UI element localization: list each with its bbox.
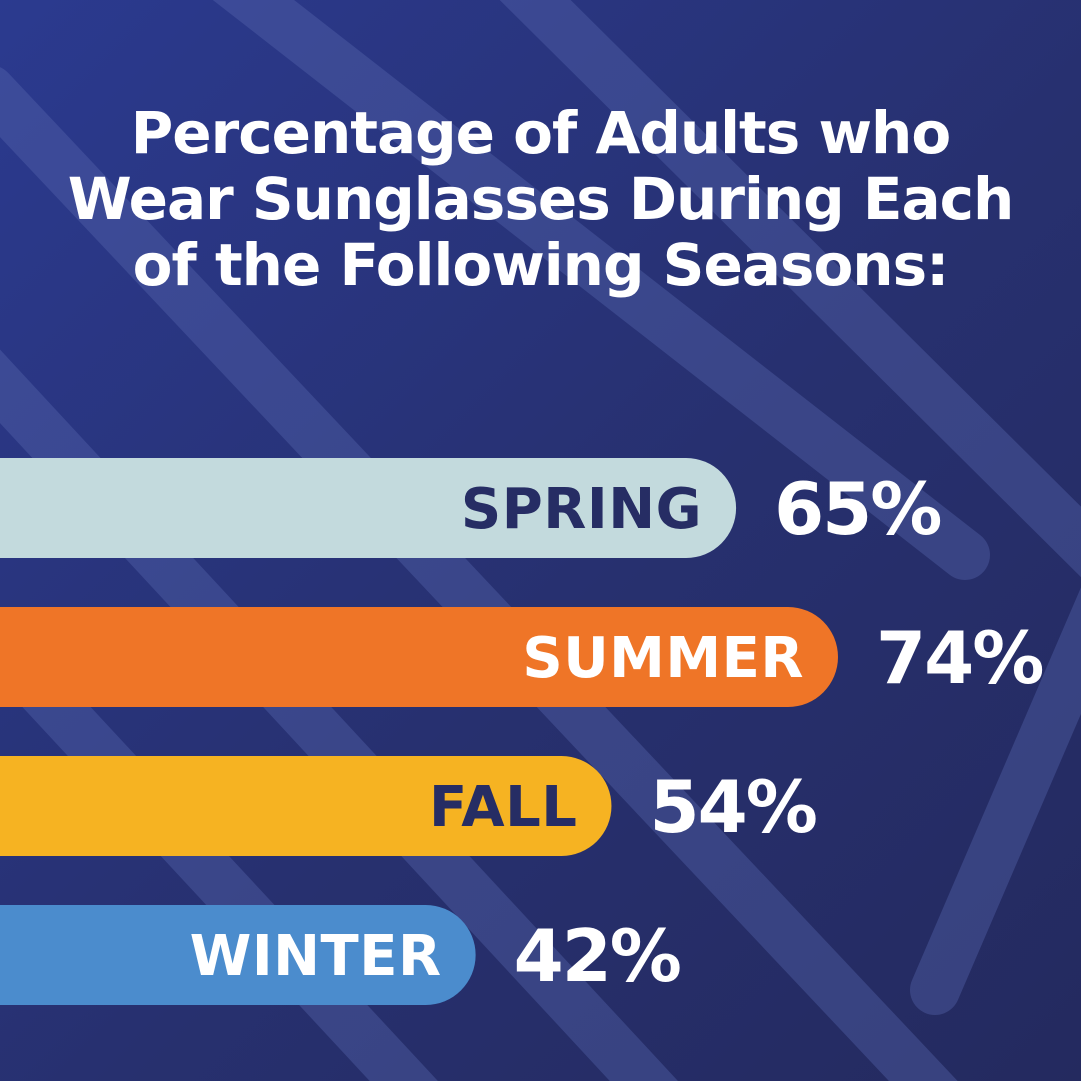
bar-summer	[0, 607, 838, 707]
background-stripe	[910, 587, 1081, 1015]
background-stripe	[499, 0, 1081, 578]
bar-fall	[0, 756, 612, 856]
bar-spring	[0, 458, 736, 558]
value-label-spring: 65%	[774, 467, 940, 551]
bar-label-fall: FALL	[429, 775, 578, 840]
background-stripe	[212, 0, 990, 580]
value-label-winter: 42%	[514, 914, 680, 998]
bar-winter	[0, 905, 476, 1005]
value-label-summer: 74%	[876, 616, 1042, 700]
chart-title: Percentage of Adults who Wear Sunglasses…	[67, 99, 1015, 300]
value-label-fall: 54%	[650, 765, 816, 849]
bar-label-spring: SPRING	[461, 477, 702, 542]
background-stripe	[0, 67, 958, 1081]
bar-label-summer: SUMMER	[522, 626, 804, 691]
bar-label-winter: WINTER	[190, 924, 442, 989]
background-stripe	[0, 349, 678, 1081]
